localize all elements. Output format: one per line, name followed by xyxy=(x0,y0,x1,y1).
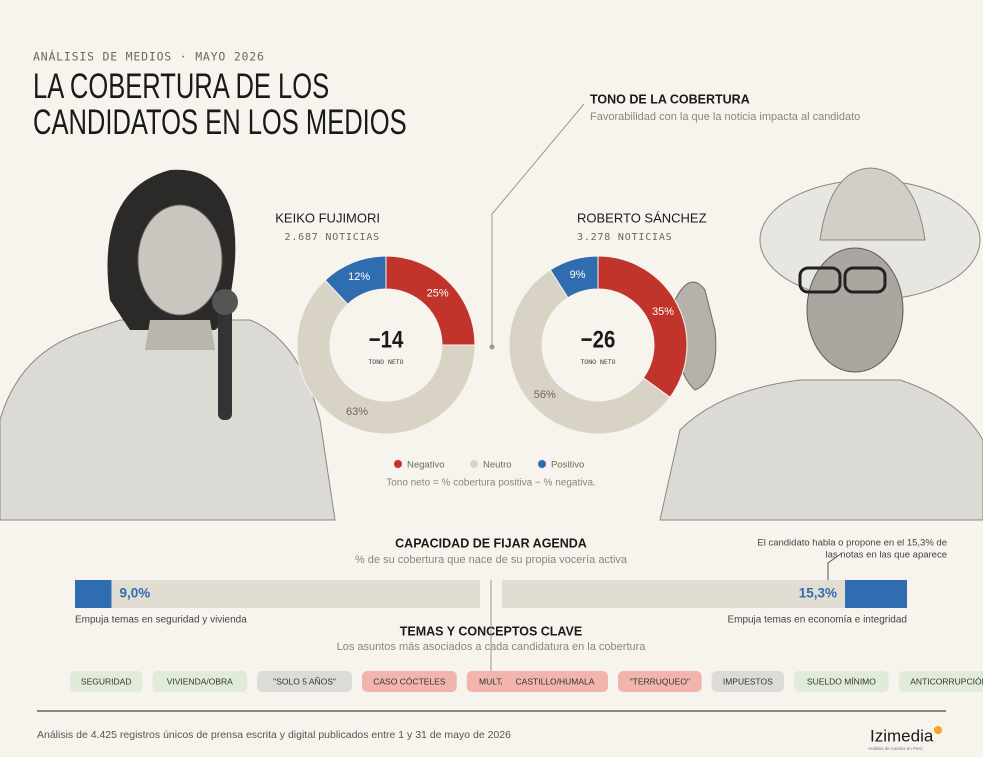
legend-label: Neutro xyxy=(483,460,512,471)
legend-dot xyxy=(538,460,546,468)
annotation: El candidato habla o propone en el 15,3%… xyxy=(757,538,947,549)
donut-segment xyxy=(296,279,476,435)
annotation: las notas en las que aparece xyxy=(826,550,947,561)
topic-label: "SOLO 5 AÑOS" xyxy=(273,676,336,686)
photo-fujimori xyxy=(0,169,336,521)
net-tone: −14 xyxy=(369,326,404,353)
logo: Izimedia xyxy=(870,726,934,745)
logo-tagline: Análisis de medios en Perú xyxy=(868,746,923,751)
donut-label: 35% xyxy=(652,306,674,318)
donut-segment xyxy=(549,255,599,299)
topic-label: SUELDO MÍNIMO xyxy=(807,676,876,686)
tone-note: Tono neto = % cobertura positiva − % neg… xyxy=(386,478,596,489)
bar-value: 9,0% xyxy=(119,586,150,601)
legend-dot xyxy=(394,460,402,468)
topic-pill xyxy=(70,671,143,692)
donut-segment xyxy=(508,269,671,435)
donut-segment xyxy=(597,255,688,399)
annotation-line xyxy=(827,552,843,580)
topic-label: SEGURIDAD xyxy=(81,676,132,686)
kicker: ANÁLISIS DE MEDIOS · MAYO 2026 xyxy=(33,49,265,64)
candidate-name: ROBERTO SÁNCHEZ xyxy=(577,210,707,225)
section-title: TONO DE LA COBERTURA xyxy=(590,92,750,106)
topic-label: IMPUESTOS xyxy=(723,676,773,686)
topic-pill xyxy=(502,671,608,692)
bar xyxy=(75,580,112,608)
topic-pill xyxy=(618,671,702,692)
topic-pill xyxy=(898,671,983,692)
net-tone: −26 xyxy=(581,326,616,353)
logo-mark xyxy=(934,726,942,734)
connector-dot xyxy=(489,344,495,350)
topic-pill xyxy=(362,671,457,692)
topic-label: CASO CÓCTELES xyxy=(373,676,446,686)
section-subtitle: Favorabilidad con la que la noticia impa… xyxy=(590,111,860,123)
candidate-count: 2.687 NOTICIAS xyxy=(285,232,381,243)
donut-label: 9% xyxy=(570,269,586,281)
topic-pill xyxy=(711,671,784,692)
legend-label: Negativo xyxy=(407,460,445,471)
net-tone-label: TONO NETO xyxy=(580,358,615,366)
donut-segment xyxy=(324,255,387,305)
title-line: LA COBERTURA DE LOS xyxy=(33,67,329,106)
bar-track xyxy=(502,580,907,608)
donut-label: 56% xyxy=(534,389,556,401)
bar-caption: Empuja temas en seguridad y vivienda xyxy=(75,615,247,626)
bar xyxy=(845,580,907,608)
net-tone-label: TONO NETO xyxy=(368,358,403,366)
topic-label: VIVIENDA/OBRA xyxy=(167,676,233,686)
bar-track xyxy=(75,580,480,608)
candidate-count: 3.278 NOTICIAS xyxy=(577,232,673,243)
section-title: CAPACIDAD DE FIJAR AGENDA xyxy=(395,536,587,550)
topic-label: "TERRUQUEO" xyxy=(630,676,690,686)
donut-label: 12% xyxy=(348,271,370,283)
connector-line xyxy=(491,103,585,346)
donut-label: 63% xyxy=(346,406,368,418)
section-subtitle: % de su cobertura que nace de su propia … xyxy=(355,554,628,566)
bar-value: 15,3% xyxy=(799,586,837,601)
topic-pill xyxy=(257,671,352,692)
footer-text: Análisis de 4.425 registros únicos de pr… xyxy=(37,729,511,741)
topic-label: ANTICORRUPCIÓN xyxy=(910,676,983,686)
topic-pill xyxy=(152,671,248,692)
candidate-name: KEIKO FUJIMORI xyxy=(275,210,380,225)
legend-dot xyxy=(470,460,478,468)
legend-label: Positivo xyxy=(551,460,584,471)
title-line: CANDIDATOS EN LOS MEDIOS xyxy=(33,103,407,142)
topic-label: CASTILLO/HUMALA xyxy=(516,676,595,686)
bar-caption: Empuja temas en economía e integridad xyxy=(727,615,907,626)
donut-label: 25% xyxy=(427,287,449,299)
topic-pill xyxy=(794,671,889,692)
